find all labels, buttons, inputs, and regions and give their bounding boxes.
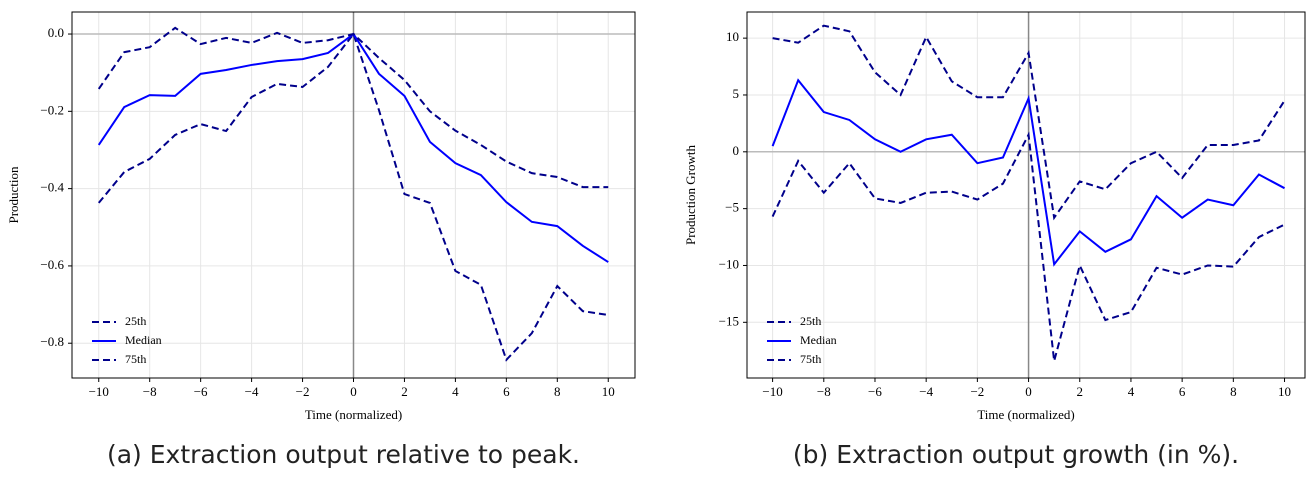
x-tick-label: −4 (245, 384, 259, 399)
legend-label: Median (125, 333, 162, 347)
x-tick-label: −6 (194, 384, 208, 399)
y-tick-label: 0 (733, 143, 740, 158)
y-tick-label: 0.0 (48, 25, 64, 40)
y-tick-label: −15 (719, 313, 739, 328)
series-line (771, 78, 1285, 267)
x-tick-label: 8 (1230, 384, 1237, 399)
x-tick-label: 4 (1128, 384, 1135, 399)
x-tick-label: −4 (919, 384, 933, 399)
y-tick-label: −10 (719, 256, 739, 271)
series-line (97, 31, 609, 362)
legend-label: 75th (125, 352, 146, 366)
x-tick-label: 0 (350, 384, 357, 399)
legend-label: 25th (125, 314, 146, 328)
x-tick-label: −10 (89, 384, 109, 399)
x-tick-label: 8 (554, 384, 561, 399)
y-tick-label: −0.4 (40, 180, 64, 195)
series-line (771, 131, 1285, 362)
legend-label: 75th (800, 352, 821, 366)
x-tick-label: 6 (1179, 384, 1186, 399)
x-tick-label: −2 (296, 384, 310, 399)
x-tick-label: 6 (503, 384, 510, 399)
y-tick-label: −5 (725, 200, 739, 215)
y-tick-label: 5 (733, 86, 740, 101)
series-line (772, 24, 1286, 221)
y-axis-label: Production Growth (683, 144, 698, 245)
x-tick-label: 0 (1025, 384, 1032, 399)
series-line (97, 26, 609, 189)
x-tick-label: 10 (602, 384, 615, 399)
plot-frame (746, 11, 1306, 379)
y-tick-label: −0.2 (40, 102, 64, 117)
x-tick-label: −2 (970, 384, 984, 399)
x-tick-label: 2 (401, 384, 408, 399)
caption: (a) Extraction output relative to peak. (107, 440, 580, 469)
y-tick-label: −0.8 (40, 334, 64, 349)
x-tick-label: −8 (143, 384, 157, 399)
legend-label: 25th (800, 314, 821, 328)
x-tick-label: 2 (1077, 384, 1084, 399)
plot-frame (71, 11, 636, 379)
x-tick-label: −10 (762, 384, 782, 399)
y-tick-label: 10 (726, 29, 739, 44)
x-tick-label: 10 (1278, 384, 1291, 399)
caption: (b) Extraction output growth (in %). (793, 440, 1239, 469)
x-tick-label: 4 (452, 384, 459, 399)
x-tick-label: −6 (868, 384, 882, 399)
x-axis-label: Time (normalized) (977, 407, 1074, 422)
y-axis-label: Production (6, 166, 21, 224)
x-tick-label: −8 (817, 384, 831, 399)
x-axis-label: Time (normalized) (305, 407, 402, 422)
legend-label: Median (800, 333, 837, 347)
y-tick-label: −0.6 (40, 257, 64, 272)
